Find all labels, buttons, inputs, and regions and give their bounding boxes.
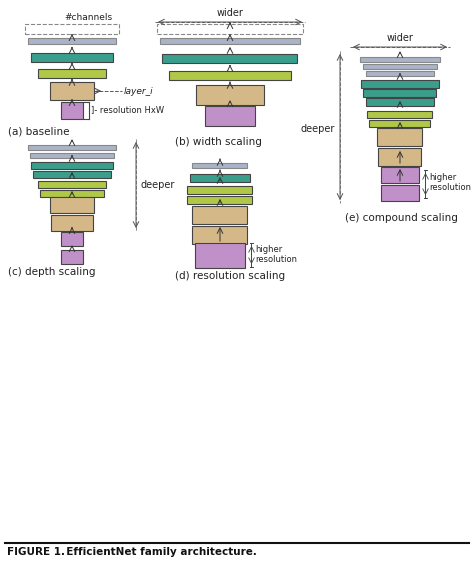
Text: (d) resolution scaling: (d) resolution scaling — [175, 271, 285, 281]
Bar — [160, 38, 300, 44]
Bar — [31, 53, 113, 62]
Bar — [30, 153, 114, 158]
Text: resolution: resolution — [255, 255, 297, 264]
Bar — [50, 82, 94, 100]
Bar — [33, 171, 111, 177]
Bar — [190, 174, 250, 182]
Bar — [364, 89, 437, 97]
Bar — [381, 185, 419, 201]
Text: (e) compound scaling: (e) compound scaling — [345, 213, 458, 223]
Text: wider: wider — [387, 33, 413, 43]
Text: higher: higher — [255, 246, 282, 254]
Bar — [366, 71, 434, 76]
Bar — [195, 242, 245, 267]
Bar — [379, 148, 421, 166]
Bar — [40, 189, 104, 197]
Text: #channels: #channels — [64, 13, 112, 22]
Bar — [205, 106, 255, 126]
Bar — [61, 232, 83, 246]
Bar — [367, 111, 432, 118]
Text: ]- resolution HxW: ]- resolution HxW — [91, 106, 164, 115]
Bar — [61, 102, 83, 119]
Bar — [196, 85, 264, 105]
Text: deeper: deeper — [141, 180, 175, 190]
Bar — [51, 215, 93, 231]
Bar — [192, 163, 247, 167]
Text: (b) width scaling: (b) width scaling — [175, 137, 262, 147]
Bar — [370, 120, 430, 127]
Text: layer_i: layer_i — [124, 86, 154, 95]
Bar — [363, 63, 437, 68]
Bar — [361, 80, 439, 88]
Text: higher: higher — [429, 173, 456, 182]
Bar — [381, 167, 419, 183]
Bar — [50, 197, 94, 213]
Bar — [157, 24, 303, 34]
Bar — [31, 162, 113, 168]
Bar — [38, 180, 106, 188]
Bar — [25, 24, 119, 34]
Text: wider: wider — [217, 8, 244, 18]
Bar — [377, 128, 422, 146]
Bar — [192, 206, 247, 224]
Bar — [61, 250, 83, 264]
Bar — [163, 54, 298, 63]
Bar — [366, 98, 434, 106]
Bar — [169, 71, 291, 80]
Text: (c) depth scaling: (c) depth scaling — [8, 267, 95, 277]
Bar — [28, 38, 116, 44]
Text: EfficientNet family architecture.: EfficientNet family architecture. — [59, 547, 257, 557]
Bar — [192, 226, 247, 244]
Text: deeper: deeper — [301, 124, 335, 134]
Text: resolution: resolution — [429, 184, 471, 193]
Text: (a) baseline: (a) baseline — [8, 127, 70, 137]
Bar — [188, 186, 253, 194]
Bar — [188, 196, 253, 204]
Bar — [28, 145, 116, 150]
Bar — [38, 68, 106, 77]
Bar — [360, 56, 440, 62]
Text: FIGURE 1.: FIGURE 1. — [7, 547, 65, 557]
